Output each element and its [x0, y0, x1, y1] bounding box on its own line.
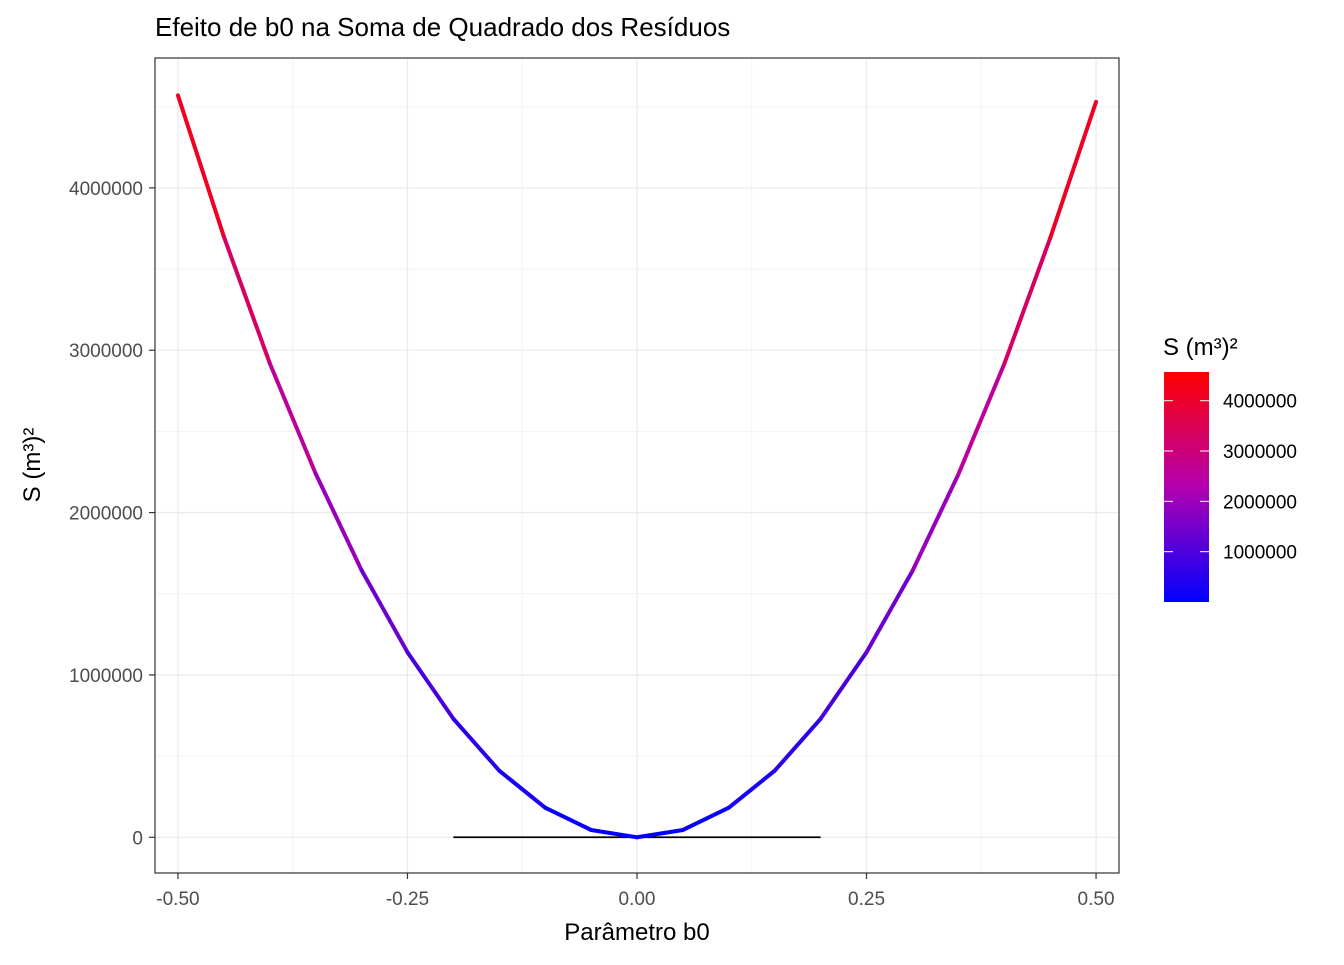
curve-segment — [818, 650, 869, 721]
x-axis: -0.50 -0.25 0.00 0.25 0.50 — [156, 873, 1115, 910]
curve-segment — [175, 93, 226, 239]
legend-colorbar — [1164, 372, 1209, 602]
x-tick-label: -0.25 — [386, 889, 429, 910]
curve-segment — [910, 472, 961, 574]
x-tick-label: -0.50 — [156, 889, 199, 910]
curve-segment — [864, 569, 915, 655]
y-tick-label: 1000000 — [69, 666, 143, 687]
y-tick-label: 2000000 — [69, 504, 143, 525]
curve-segment — [1048, 99, 1099, 241]
curve-segment — [221, 234, 272, 366]
x-tick-label: 0.00 — [619, 889, 656, 910]
curve-segment — [267, 361, 318, 476]
curve-segment — [359, 568, 410, 655]
curve-segment — [956, 362, 1007, 477]
series-layer — [175, 93, 1099, 840]
legend-label: 2000000 — [1223, 492, 1297, 513]
legend-label: 3000000 — [1223, 442, 1297, 463]
legend-title: S (m³)² — [1163, 334, 1238, 361]
curve-segment — [405, 650, 456, 721]
curve-segment — [313, 471, 364, 573]
y-axis: 0 1000000 2000000 3000000 4000000 — [69, 179, 155, 849]
y-axis-title: S (m³)² — [19, 428, 46, 503]
y-tick-label: 4000000 — [69, 179, 143, 200]
legend-label: 1000000 — [1223, 543, 1297, 564]
x-axis-title: Parâmetro b0 — [564, 919, 709, 946]
chart-title: Efeito de b0 na Soma de Quadrado dos Res… — [155, 12, 730, 42]
curve-segment — [543, 805, 594, 832]
y-tick-label: 0 — [132, 828, 143, 849]
curve-segment — [451, 716, 502, 773]
curve-segment — [497, 768, 548, 810]
curve-segment — [589, 827, 639, 840]
curve-segment — [772, 716, 823, 773]
x-tick-label: 0.50 — [1078, 889, 1115, 910]
curve-segment — [635, 827, 685, 840]
legend-ticks: 4000000 3000000 2000000 1000000 — [1164, 392, 1297, 564]
legend-label: 4000000 — [1223, 392, 1297, 413]
curve-segment — [680, 805, 731, 832]
curve-segment — [1002, 236, 1053, 367]
y-tick-label: 3000000 — [69, 341, 143, 362]
legend: S (m³)² 4000000 3000000 2000000 1000000 — [1163, 334, 1297, 602]
curve-segment — [726, 768, 777, 810]
x-tick-label: 0.25 — [848, 889, 885, 910]
